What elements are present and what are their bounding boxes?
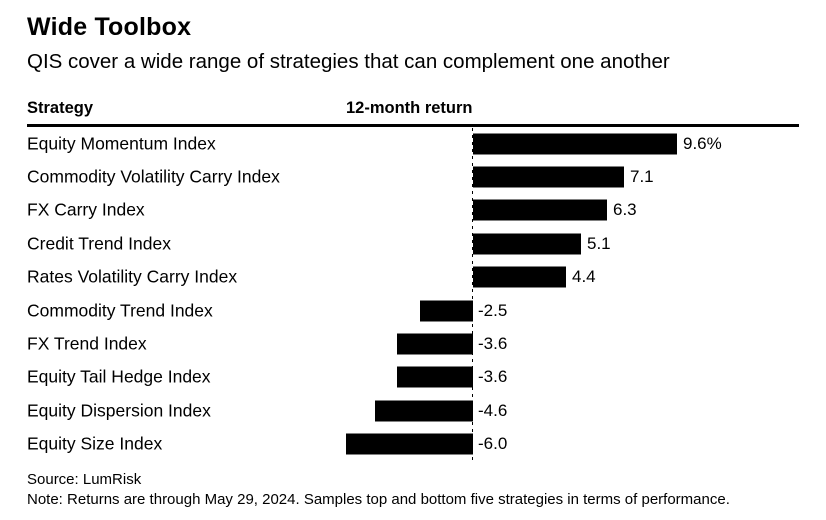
strategy-label: FX Carry Index bbox=[27, 199, 145, 220]
strategy-label: Commodity Volatility Carry Index bbox=[27, 166, 280, 187]
chart-row: FX Trend Index -3.6 bbox=[27, 327, 799, 360]
bar bbox=[375, 400, 473, 422]
strategy-label: Equity Momentum Index bbox=[27, 133, 216, 154]
bar-value-label: 6.3 bbox=[613, 200, 637, 220]
bar bbox=[473, 199, 607, 221]
chart-row: FX Carry Index 6.3 bbox=[27, 194, 799, 227]
chart-row: Commodity Volatility Carry Index 7.1 bbox=[27, 160, 799, 193]
strategy-label: Rates Volatility Carry Index bbox=[27, 266, 238, 287]
bar-chart: Equity Momentum Index 9.6% Commodity Volat… bbox=[27, 127, 799, 461]
bar bbox=[473, 266, 566, 288]
strategy-label: FX Trend Index bbox=[27, 333, 147, 354]
bar-value-label: -3.6 bbox=[478, 334, 508, 354]
bar-value-label: -2.5 bbox=[478, 300, 508, 320]
bar-value-label: -6.0 bbox=[478, 434, 508, 454]
bar-value-label: 4.4 bbox=[572, 267, 596, 287]
chart-row: Credit Trend Index 5.1 bbox=[27, 227, 799, 260]
bar bbox=[473, 233, 581, 255]
chart-title: Wide Toolbox bbox=[27, 13, 192, 41]
bar-value-label: 9.6% bbox=[683, 133, 722, 153]
column-headers: Strategy 12-month return bbox=[27, 98, 799, 118]
bar bbox=[473, 133, 677, 155]
zero-axis-line bbox=[472, 128, 473, 460]
bar bbox=[346, 433, 473, 455]
strategy-label: Credit Trend Index bbox=[27, 233, 171, 254]
strategy-label: Equity Tail Hedge Index bbox=[27, 366, 211, 387]
chart-subtitle: QIS cover a wide range of strategies tha… bbox=[27, 50, 670, 73]
column-header-strategy: Strategy bbox=[27, 99, 94, 117]
strategy-label: Equity Dispersion Index bbox=[27, 400, 211, 421]
bar bbox=[397, 366, 473, 388]
bar bbox=[397, 333, 473, 355]
strategy-label: Equity Size Index bbox=[27, 433, 163, 454]
source-line: Source: LumRisk bbox=[27, 471, 142, 488]
chart-row: Equity Size Index -6.0 bbox=[27, 428, 799, 461]
chart-row: Equity Dispersion Index -4.6 bbox=[27, 394, 799, 427]
column-header-return: 12-month return bbox=[346, 99, 473, 117]
chart-row: Commodity Trend Index -2.5 bbox=[27, 294, 799, 327]
bar bbox=[420, 300, 473, 322]
bar-value-label: 7.1 bbox=[630, 167, 654, 187]
note-line: Note: Returns are through May 29, 2024. … bbox=[27, 490, 730, 508]
bar-value-label: 5.1 bbox=[587, 233, 611, 253]
bar-value-label: -3.6 bbox=[478, 367, 508, 387]
chart-footer: Source: LumRisk Note: Returns are throug… bbox=[27, 470, 799, 509]
chart-row: Equity Momentum Index 9.6% bbox=[27, 127, 799, 160]
header-rule bbox=[27, 124, 799, 127]
chart-row: Rates Volatility Carry Index 4.4 bbox=[27, 261, 799, 294]
chart-row: Equity Tail Hedge Index -3.6 bbox=[27, 361, 799, 394]
bar bbox=[473, 166, 624, 188]
bar-value-label: -4.6 bbox=[478, 400, 508, 420]
strategy-label: Commodity Trend Index bbox=[27, 300, 213, 321]
